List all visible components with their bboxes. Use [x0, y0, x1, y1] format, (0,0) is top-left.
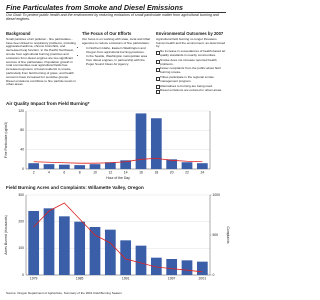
bar	[181, 162, 193, 169]
bar	[28, 163, 40, 169]
list-item: Diesel emissions are reduced in urban ar…	[156, 89, 226, 95]
x-tick-label: 20	[170, 170, 174, 174]
bar	[120, 160, 132, 169]
bar	[196, 163, 208, 169]
x-tick-label: 2	[33, 170, 35, 174]
y2-tick-label: 500	[213, 233, 219, 237]
heading: The Focus of Our Efforts	[82, 31, 132, 36]
bar	[43, 208, 55, 275]
x-tick-label: 1979	[30, 276, 38, 280]
x-tick-label: 4	[48, 170, 50, 174]
bar	[74, 221, 86, 275]
x-tick-label: 24	[200, 170, 204, 174]
bar	[166, 159, 178, 169]
list-item: Fewer complaints from the public about f…	[156, 67, 226, 75]
checkbox	[156, 76, 160, 81]
bar	[135, 113, 147, 169]
page: Fine Particulates from Smoke and Diesel …	[0, 0, 232, 300]
y2-tick-label: 1000	[213, 193, 221, 197]
checkbox	[156, 59, 160, 64]
paragraph: Our focus is on working with state, loca…	[82, 36, 150, 45]
bar	[74, 165, 86, 169]
rule	[6, 11, 226, 13]
heading: Environmental Outcomes by 2007	[156, 31, 224, 36]
x-axis-label: Hour of the Day	[106, 176, 130, 180]
bar	[28, 211, 40, 275]
list-item: Alternatives to burning are being used.	[156, 84, 226, 90]
x-tick-label: 12	[108, 170, 112, 174]
bar	[150, 118, 162, 169]
checkbox	[156, 50, 160, 55]
x-tick-label: 16	[139, 170, 143, 174]
source: Source: Oregon Department of Agriculture…	[6, 291, 122, 295]
line	[33, 202, 203, 273]
bar	[89, 227, 101, 275]
chart-title: Air Quality Impact from Field Burning*	[6, 101, 90, 106]
y-tick-label: 200	[18, 220, 24, 224]
y2-axis-label: Complaints	[226, 227, 230, 244]
x-tick-label: 10	[93, 170, 97, 174]
list-item: In the Seattle, Washington metropolitan …	[86, 55, 152, 67]
bar	[120, 240, 132, 275]
column: Background Small particles of air pollut…	[6, 32, 76, 89]
bar	[166, 259, 178, 275]
y-tick-label: 300	[18, 193, 24, 197]
chart: 0 100 200 300 0 500 1000 1979 1985 1991 1997 2001 Ac…	[4, 193, 230, 281]
title: Fine Particulates from Smoke and Diesel …	[6, 3, 183, 12]
list: In Northern Idaho, Eastern Washington an…	[82, 46, 152, 67]
x-tick-label: 14	[124, 170, 128, 174]
paragraph: Small particles of air pollution - fine …	[6, 36, 76, 87]
list: Agricultural field burning no longer thr…	[156, 36, 226, 95]
list-item: In Northern Idaho, Eastern Washington an…	[86, 46, 152, 55]
list-item: Tribes participate in the regional smoke…	[156, 75, 226, 84]
y-tick-label: 120	[18, 109, 24, 113]
x-tick-label: 8	[79, 170, 81, 174]
bar	[196, 261, 208, 275]
list-item: Agricultural field burning no longer thr…	[156, 36, 226, 49]
checkbox	[156, 85, 160, 90]
line	[33, 157, 203, 164]
bar	[181, 260, 193, 275]
bar	[58, 216, 70, 275]
x-tick-label: 1991	[122, 276, 130, 280]
x-tick-label: 1985	[76, 276, 84, 280]
y-axis-label: Fine Particulate (ug/m3)	[4, 122, 8, 158]
x-tick-label: 6	[63, 170, 65, 174]
bar	[104, 229, 116, 275]
y2-tick-label: 0	[213, 273, 215, 277]
list-item: No increase in exceedances of health-bas…	[156, 49, 226, 58]
column: The Focus of Our Efforts Our focus is on…	[82, 32, 152, 68]
chart-title: Field Burning Acres and Complaints: Will…	[6, 185, 144, 190]
y-tick-label: 40	[20, 148, 24, 152]
y-tick-label: 80	[20, 128, 24, 132]
y-tick-label: 100	[18, 246, 24, 250]
bar	[89, 164, 101, 169]
y-tick-label: 0	[22, 273, 24, 277]
bar	[43, 164, 55, 169]
column: Environmental Outcomes by 2007 Agricultu…	[156, 31, 226, 95]
heading: Background	[6, 31, 31, 36]
x-tick-label: 2001	[199, 276, 207, 280]
y-tick-label: 0	[22, 167, 24, 171]
x-tick-label: 22	[185, 170, 189, 174]
bar	[150, 257, 162, 275]
x-tick-label: 18	[154, 170, 158, 174]
y-axis-label: Acres Burned (thousands)	[4, 215, 8, 254]
checkbox	[156, 90, 160, 95]
list-item: Smoke does not increase reported health …	[156, 58, 226, 67]
goal: Our Goal: To protect public health and t…	[6, 13, 219, 22]
bar	[135, 245, 147, 275]
x-tick-label: 1997	[168, 276, 176, 280]
bar	[104, 162, 116, 169]
bar	[58, 164, 70, 169]
checkbox	[156, 68, 160, 73]
